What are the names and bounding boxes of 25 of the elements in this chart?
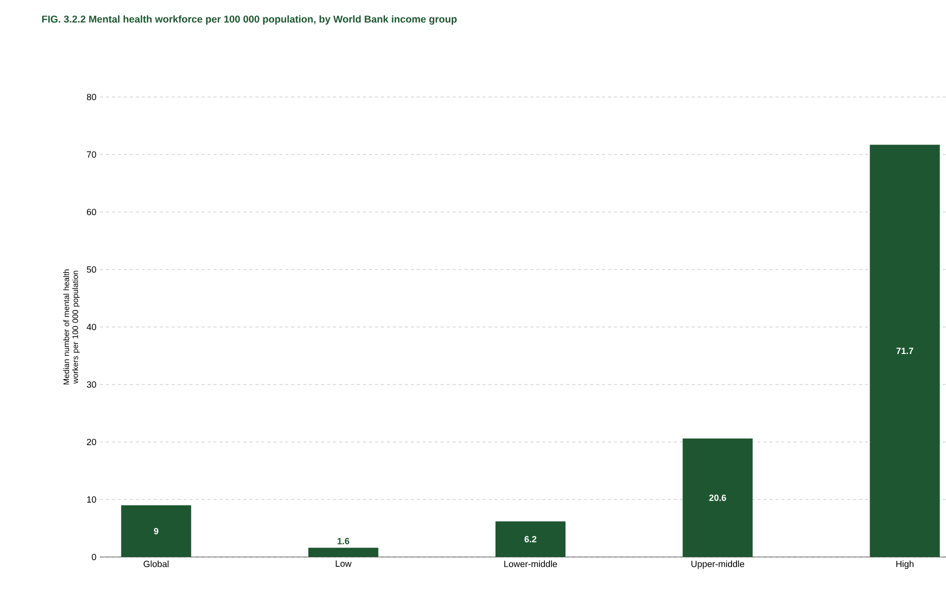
bar bbox=[682, 438, 753, 557]
y-tick-label: 30 bbox=[86, 381, 96, 388]
y-tick-label: 40 bbox=[86, 324, 96, 330]
bar bbox=[495, 521, 566, 557]
y-tick-label: 50 bbox=[86, 266, 96, 273]
x-tick-label: Global bbox=[144, 560, 169, 568]
x-tick-label: Lower-middle bbox=[504, 560, 557, 568]
y-tick-label: 80 bbox=[86, 94, 96, 100]
bar bbox=[870, 144, 940, 557]
y-tick-label: 70 bbox=[86, 151, 96, 158]
y-tick-label: 10 bbox=[87, 496, 96, 503]
bar bbox=[121, 505, 192, 557]
x-tick-label: High bbox=[896, 560, 914, 569]
y-tick-label: 60 bbox=[86, 208, 96, 216]
chart-title: FIG. 3.2.2 Mental health workforce per 100 000 population, by World Bank income group bbox=[42, 15, 457, 25]
data-label: 71.7 bbox=[896, 348, 914, 354]
y-tick-label: 20 bbox=[86, 438, 96, 446]
data-label: 20.6 bbox=[709, 494, 726, 501]
x-tick-label: Low bbox=[336, 560, 352, 567]
x-tick-label: Upper-middle bbox=[691, 560, 744, 569]
bar bbox=[308, 548, 378, 557]
y-tick-label: 0 bbox=[92, 554, 96, 560]
data-label: 9 bbox=[154, 528, 158, 534]
data-label: 1.6 bbox=[338, 538, 350, 544]
data-label: 6.2 bbox=[524, 536, 536, 542]
